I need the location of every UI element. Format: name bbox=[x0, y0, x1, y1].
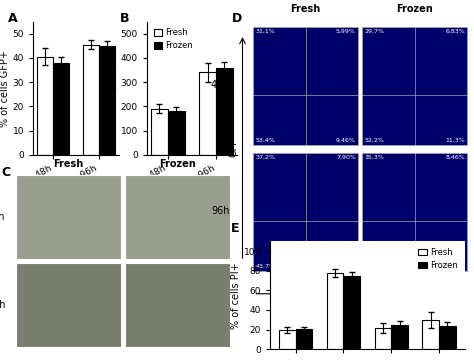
Bar bbox=[53, 63, 69, 155]
Bar bbox=[363, 153, 467, 271]
Text: 11,3%: 11,3% bbox=[445, 138, 465, 143]
Text: 37,2%: 37,2% bbox=[255, 155, 275, 160]
Text: 46,6%: 46,6% bbox=[365, 264, 384, 269]
Text: Frozen: Frozen bbox=[159, 159, 196, 169]
Text: 29,7%: 29,7% bbox=[365, 29, 384, 34]
Text: 9,66%: 9,66% bbox=[445, 264, 465, 269]
Bar bbox=[344, 275, 360, 349]
Legend: Fresh, Frozen: Fresh, Frozen bbox=[416, 246, 460, 273]
Bar bbox=[254, 27, 358, 145]
Bar bbox=[296, 329, 312, 349]
Text: 35,3%: 35,3% bbox=[365, 155, 384, 160]
Bar bbox=[37, 57, 53, 155]
Text: 6,83%: 6,83% bbox=[445, 29, 465, 34]
Text: E: E bbox=[231, 222, 240, 235]
Bar bbox=[126, 175, 230, 259]
Text: 48h: 48h bbox=[0, 212, 6, 222]
Text: 31,1%: 31,1% bbox=[255, 29, 275, 34]
Text: 8,46%: 8,46% bbox=[445, 155, 465, 160]
Text: GFP: GFP bbox=[229, 138, 239, 157]
Bar bbox=[82, 45, 99, 155]
Y-axis label: MFI (GFP): MFI (GFP) bbox=[108, 65, 118, 112]
Bar bbox=[151, 109, 168, 155]
Bar bbox=[327, 273, 344, 349]
Y-axis label: % of cells PI+: % of cells PI+ bbox=[231, 262, 241, 329]
Bar bbox=[439, 326, 456, 349]
Text: Frozen: Frozen bbox=[396, 4, 433, 14]
Text: 9,46%: 9,46% bbox=[336, 138, 356, 143]
Bar bbox=[168, 111, 185, 155]
Bar bbox=[17, 263, 121, 347]
Text: A: A bbox=[8, 12, 17, 25]
Text: B: B bbox=[120, 12, 129, 25]
Text: Fresh: Fresh bbox=[291, 4, 321, 14]
Text: 5,99%: 5,99% bbox=[336, 29, 356, 34]
Bar bbox=[279, 329, 296, 349]
Bar bbox=[391, 325, 408, 349]
Text: D: D bbox=[232, 12, 242, 24]
Text: 96h: 96h bbox=[0, 300, 6, 310]
Bar bbox=[374, 328, 391, 349]
Text: Fresh: Fresh bbox=[54, 159, 84, 169]
Text: PI: PI bbox=[356, 309, 365, 319]
Text: 11,2%: 11,2% bbox=[336, 264, 356, 269]
Y-axis label: % of cells GFP+: % of cells GFP+ bbox=[0, 50, 10, 127]
Text: 7,90%: 7,90% bbox=[336, 155, 356, 160]
Bar bbox=[99, 46, 115, 155]
Text: 53,4%: 53,4% bbox=[255, 138, 275, 143]
Bar bbox=[17, 175, 121, 259]
Text: 96h: 96h bbox=[211, 206, 229, 216]
Bar bbox=[254, 153, 358, 271]
Text: 43,7%: 43,7% bbox=[255, 264, 275, 269]
Bar bbox=[199, 72, 216, 155]
Legend: Fresh, Frozen: Fresh, Frozen bbox=[151, 26, 195, 53]
Bar bbox=[126, 263, 230, 347]
Text: 48h: 48h bbox=[211, 80, 229, 90]
Bar bbox=[363, 27, 467, 145]
Bar bbox=[422, 320, 439, 349]
Text: 52,2%: 52,2% bbox=[365, 138, 384, 143]
Bar bbox=[216, 68, 233, 155]
Text: C: C bbox=[1, 166, 10, 179]
